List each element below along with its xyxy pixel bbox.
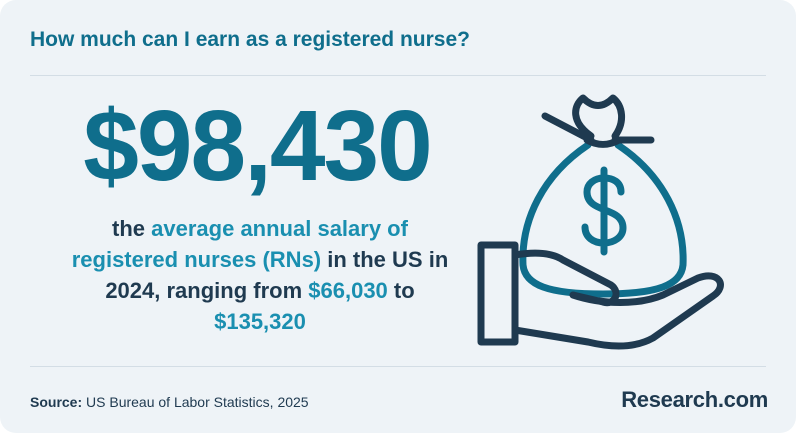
bottom-divider <box>30 366 766 367</box>
brand-logo: Research.com <box>621 387 768 412</box>
money-bag-body <box>519 141 687 298</box>
salary-figure: $98,430 <box>83 90 432 202</box>
desc-highlight-average: average annual salary of registered nurs… <box>71 216 408 272</box>
hand-holding-money-bag-icon <box>477 94 724 350</box>
desc-text-3: to <box>387 278 415 303</box>
salary-description: the average annual salary of registered … <box>60 213 460 337</box>
desc-highlight-min: $66,030 <box>308 278 388 303</box>
source-label: Source: <box>30 394 83 410</box>
desc-text-2: in the US in 2024, ranging from <box>105 247 449 303</box>
money-bag-tie <box>541 112 595 144</box>
source-text: US Bureau of Labor Statistics, 2025 <box>82 394 309 410</box>
source-citation: Source: US Bureau of Labor Statistics, 2… <box>30 394 309 410</box>
hand-icon <box>477 241 519 346</box>
desc-text-1: the <box>112 216 152 241</box>
money-bag-top <box>572 94 625 140</box>
page-title: How much can I earn as a registered nurs… <box>30 28 470 51</box>
desc-highlight-max: $135,320 <box>214 309 306 334</box>
top-divider <box>30 75 766 76</box>
dollar-sign-icon <box>581 166 627 256</box>
